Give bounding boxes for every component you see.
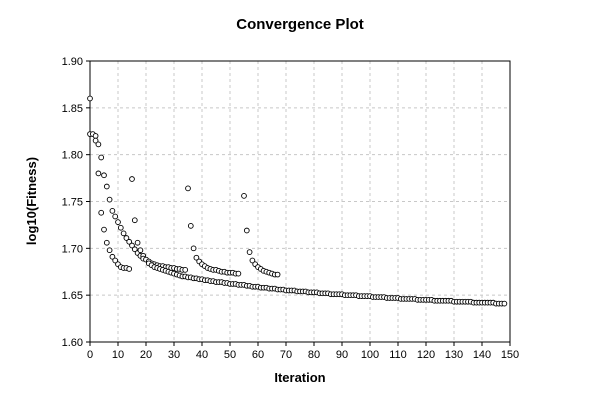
data-point: [129, 176, 135, 182]
data-point: [106, 247, 113, 254]
y-tick-label: 1.85: [62, 103, 83, 115]
x-tick-label: 90: [336, 349, 348, 361]
data-point: [115, 219, 121, 225]
y-tick-label: 1.70: [62, 243, 83, 255]
data-point: [101, 226, 107, 233]
x-tick-label: 80: [308, 349, 320, 361]
data-point: [249, 257, 256, 264]
data-point: [235, 270, 242, 277]
data-point: [131, 246, 138, 253]
data-point: [95, 170, 102, 177]
x-tick-label: 140: [473, 349, 491, 361]
data-point: [187, 223, 194, 229]
data-point: [193, 254, 200, 261]
x-tick-label: 50: [224, 349, 236, 361]
data-point: [98, 209, 105, 216]
data-point: [98, 154, 105, 161]
data-point: [109, 208, 116, 214]
x-tick-label: 150: [501, 349, 519, 361]
y-tick-label: 1.60: [62, 337, 83, 349]
x-tick-label: 130: [445, 349, 463, 361]
data-point: [134, 239, 141, 246]
data-point: [129, 242, 135, 249]
x-tick-label: 10: [112, 349, 124, 361]
data-point: [109, 253, 116, 260]
data-point: [92, 137, 99, 144]
data-point: [117, 224, 124, 231]
data-point: [112, 257, 119, 264]
data-point: [106, 196, 113, 203]
y-tick-label: 1.65: [62, 290, 83, 302]
x-tick-label: 70: [280, 349, 292, 361]
y-tick-label: 1.75: [62, 197, 83, 209]
data-point: [103, 183, 110, 190]
data-point: [501, 300, 508, 307]
data-point: [112, 213, 119, 220]
data-point: [120, 230, 127, 237]
data-point: [137, 247, 144, 254]
x-tick-label: 40: [196, 349, 208, 361]
data-points: [87, 95, 508, 307]
data-point: [92, 133, 99, 139]
axis-ticks: 0 10 20 30 40 50 60 70 80 90 100 110 120 130 140 150 1.6…: [62, 56, 520, 361]
x-tick-label: 20: [140, 349, 152, 361]
x-tick-label: 30: [168, 349, 180, 361]
data-point: [87, 95, 93, 102]
x-tick-label: 110: [389, 349, 407, 361]
x-tick-label: 0: [87, 349, 93, 361]
data-point: [103, 239, 110, 246]
data-point: [241, 193, 247, 199]
data-point: [126, 266, 133, 272]
data-point: [101, 172, 107, 179]
x-tick-label: 120: [417, 349, 435, 361]
data-point: [123, 235, 130, 241]
x-tick-label: 60: [252, 349, 264, 361]
y-tick-label: 1.80: [62, 150, 83, 162]
data-point: [95, 141, 102, 148]
data-point: [126, 238, 133, 245]
data-point: [131, 217, 138, 224]
x-tick-label: 100: [361, 349, 379, 361]
y-tick-label: 1.90: [62, 56, 83, 68]
data-point: [190, 245, 197, 252]
data-point: [182, 267, 189, 273]
x-axis-title: Iteration: [274, 370, 325, 385]
data-point: [243, 227, 250, 234]
data-point: [185, 185, 191, 192]
y-axis-title: log10(Fitness): [24, 157, 39, 245]
chart-title: Convergence Plot: [236, 16, 364, 33]
data-point: [274, 271, 281, 278]
data-point: [246, 249, 253, 255]
